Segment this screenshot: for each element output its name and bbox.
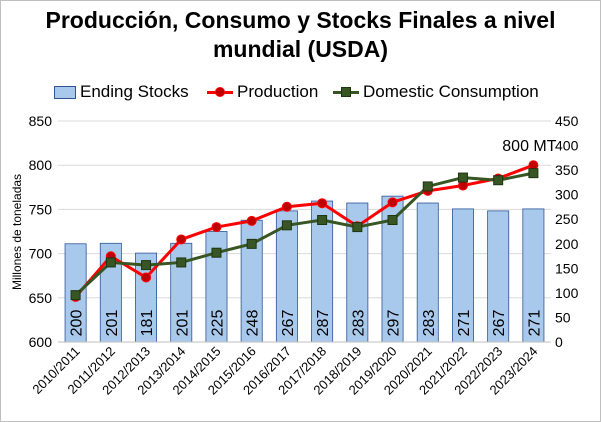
point-domestic-consumption-6 [281,220,292,231]
bar-label-8: 283 [350,310,367,337]
annotation-800-mt: 800 MT [502,138,556,155]
point-domestic-consumption-1 [105,257,116,268]
y2-tick-label-0: 0 [555,334,563,350]
y2-tick-label-50: 50 [555,309,571,325]
point-production-4 [211,222,222,233]
point-production-7 [317,198,328,209]
point-production-9 [387,197,398,208]
bar-label-5: 248 [245,310,262,337]
bar-label-6: 267 [280,310,297,337]
y2-tick-label-150: 150 [555,260,579,276]
legend-swatch-production [207,85,233,99]
bar-label-10: 283 [421,310,438,337]
point-domestic-consumption-5 [246,238,257,249]
y-tick-label-850: 850 [29,113,53,129]
legend-label-production: Production [237,82,319,101]
bar-label-9: 297 [386,310,403,337]
y2-tick-label-200: 200 [555,236,579,252]
y2-tick-label-350: 350 [555,162,579,178]
y-axis-label: Millones de toneladas [10,174,24,290]
legend-item-ending-stocks: Ending Stocks [54,80,189,104]
chart-title-line-1: Producción, Consumo y Stocks Finales a n… [45,7,556,33]
legend-label-ending-stocks: Ending Stocks [80,82,189,101]
bar-label-1: 201 [104,310,121,337]
legend-swatch-ending-stocks [54,85,76,99]
y2-tick-label-250: 250 [555,211,579,227]
y2-tick-label-450: 450 [555,113,579,129]
point-production-2 [141,272,152,283]
legend-swatch-domestic-consumption [333,85,359,99]
bar-label-4: 225 [209,310,226,337]
point-domestic-consumption-0 [70,290,81,301]
point-domestic-consumption-8 [352,222,363,233]
legend-item-domestic-consumption: Domestic Consumption [333,80,539,104]
y2-tick-label-100: 100 [555,285,579,301]
point-production-5 [246,215,257,226]
point-domestic-consumption-13 [528,168,539,179]
y2-tick-label-300: 300 [555,187,579,203]
point-domestic-consumption-10 [422,181,433,192]
y-tick-label-600: 600 [29,334,53,350]
legend-item-production: Production [207,80,318,104]
bar-label-0: 200 [69,310,86,337]
point-domestic-consumption-3 [176,257,187,268]
line-production [74,163,534,298]
point-domestic-consumption-9 [387,215,398,226]
bar-label-13: 271 [526,310,543,337]
chart-title-line-2: mundial (USDA) [212,36,389,62]
bar-label-12: 267 [491,310,508,337]
y-tick-label-800: 800 [29,157,53,173]
bar-label-3: 201 [174,310,191,337]
chart-legend: Ending Stocks Production Domestic Consum… [0,80,601,104]
point-domestic-consumption-11 [457,172,468,183]
y2-tick-label-400: 400 [555,138,579,154]
y-tick-label-750: 750 [29,201,53,217]
y-tick-label-700: 700 [29,246,53,262]
point-production-6 [281,201,292,212]
point-domestic-consumption-2 [141,260,152,271]
bar-label-2: 181 [139,310,156,337]
point-production-3 [176,234,187,245]
legend-label-domestic-consumption: Domestic Consumption [363,82,539,101]
point-domestic-consumption-12 [493,175,504,186]
bar-label-7: 287 [315,310,332,337]
chart-title: Producción, Consumo y Stocks Finales a n… [0,6,601,64]
line-domestic-consumption [74,171,534,297]
point-domestic-consumption-7 [317,215,328,226]
bar-label-11: 271 [456,310,473,337]
y-tick-label-650: 650 [29,290,53,306]
point-domestic-consumption-4 [211,247,222,258]
